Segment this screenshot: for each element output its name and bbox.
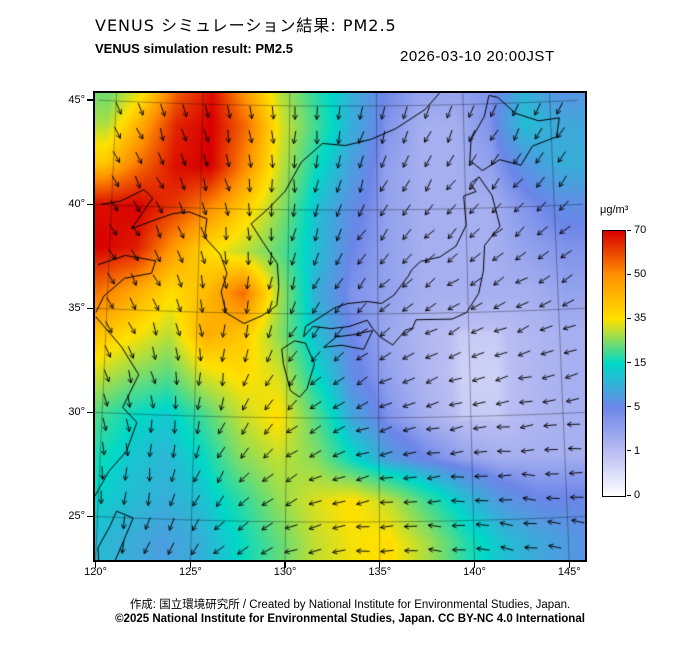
lon-tick-label: 125°	[178, 566, 202, 578]
colorbar-tick-label: 0	[634, 489, 641, 501]
page-title-english: VENUS simulation result: PM2.5	[95, 41, 293, 56]
page-title-japanese: VENUS シミュレーション結果: PM2.5	[95, 16, 397, 35]
lat-tick-mark	[87, 411, 93, 413]
colorbar-tick-label: 50	[634, 268, 647, 281]
colorbar-tick-mark	[627, 406, 631, 408]
colorbar-tick-mark	[627, 273, 631, 275]
colorbar-tick-mark	[627, 229, 631, 231]
colorbar-tick-label: 15	[634, 356, 647, 369]
lat-tick-mark	[87, 203, 93, 205]
lon-tick-label: 135°	[368, 566, 392, 578]
lon-tick-label: 130°	[273, 566, 297, 578]
lat-tick-mark	[87, 99, 93, 101]
colorbar-gradient	[602, 230, 626, 497]
map-panel	[93, 91, 587, 562]
lon-tick-mark	[473, 562, 476, 568]
colorbar-tick-label: 70	[634, 224, 647, 236]
credit-line: 作成: 国立環境研究所 / Created by National Instit…	[129, 599, 571, 611]
lat-tick-label: 35°	[68, 302, 85, 315]
lon-tick-label: 145°	[557, 566, 581, 578]
lon-tick-label: 120°	[84, 566, 107, 578]
lat-tick-label: 40°	[68, 198, 85, 211]
pm25-concentration-map-canvas	[95, 93, 585, 560]
lat-tick-label: 30°	[68, 406, 85, 419]
lon-tick-mark	[94, 562, 97, 568]
lon-tick-mark	[189, 562, 191, 568]
copyright-line: ©2025 National Institute for Environment…	[115, 613, 585, 625]
forecast-timestamp: 2026-03-10 20:00JST	[400, 48, 555, 65]
lon-tick-mark	[284, 562, 286, 568]
lon-tick-mark	[568, 562, 570, 568]
colorbar-tick-label: 5	[634, 400, 641, 413]
lon-tick-label: 140°	[463, 566, 486, 578]
lat-tick-mark	[87, 515, 93, 518]
lat-tick-label: 25°	[68, 510, 85, 523]
colorbar-tick-label: 35	[634, 312, 647, 325]
colorbar-tick-mark	[627, 450, 631, 452]
colorbar: μg/m³	[600, 204, 672, 514]
colorbar-tick-mark	[627, 317, 631, 319]
colorbar-tick-mark	[627, 362, 631, 363]
lon-tick-mark	[379, 562, 381, 568]
lat-tick-label: 45°	[68, 94, 85, 106]
lat-tick-mark	[87, 307, 93, 309]
colorbar-tick-mark	[627, 494, 631, 496]
colorbar-tick-label: 1	[634, 444, 641, 457]
colorbar-units-label: μg/m³	[600, 204, 629, 216]
